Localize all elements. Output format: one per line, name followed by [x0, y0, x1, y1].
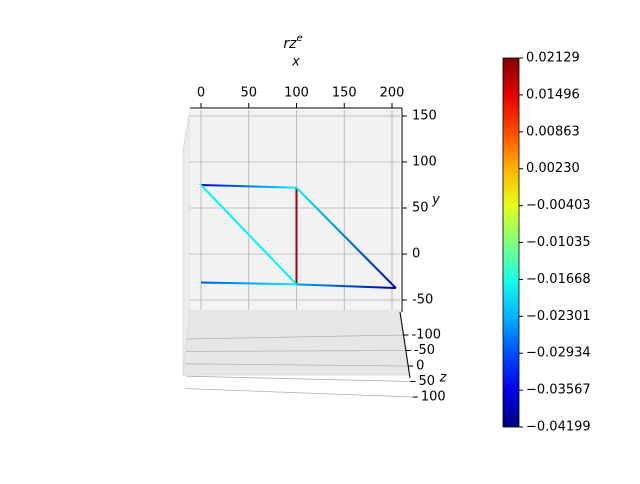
x-tick-label: 200 [380, 86, 405, 101]
y-tick-label: 100 [412, 155, 437, 170]
colorbar-tick-label: −0.01668 [526, 272, 591, 287]
colorbar-tick-label: 0.00863 [526, 124, 580, 139]
x-tick-label: 0 [197, 86, 205, 101]
colorbar [503, 58, 519, 427]
z-label: z [439, 371, 448, 386]
y-tick-label: 150 [412, 109, 437, 124]
x-tick-label: 50 [240, 86, 257, 101]
z-tick-label: 50 [419, 374, 436, 389]
colorbar-tick-label: −0.02301 [526, 309, 591, 324]
grid-line [186, 389, 413, 397]
y-tick-label: -50 [412, 293, 433, 308]
colorbar-tick-label: −0.01035 [526, 235, 591, 250]
title-base: rz [283, 36, 297, 52]
colorbar-tick-label: −0.02934 [526, 346, 591, 361]
z-tick-label: 100 [421, 390, 446, 405]
chart-title: rze [283, 33, 302, 52]
y-tick-label: 50 [412, 201, 429, 216]
x-label: x [291, 55, 300, 70]
grid-line [186, 376, 411, 381]
colorbar-tick-label: −0.00403 [526, 198, 591, 213]
x-tick-label: 100 [284, 86, 309, 101]
z-tick-label: 0 [416, 359, 424, 374]
x-tick-label: 150 [332, 86, 357, 101]
colorbar-tick-label: −0.04199 [526, 420, 591, 435]
y-tick-label: 0 [412, 247, 420, 262]
colorbar-tick-label: −0.03567 [526, 383, 591, 398]
colorbar-tick-label: 0.02129 [526, 51, 580, 66]
back-pane [190, 110, 400, 310]
colorbar-tick-label: 0.01496 [526, 87, 580, 102]
colorbar-tick-label: 0.00230 [526, 161, 580, 176]
title-sup: e [296, 33, 302, 44]
z-tick-label: -100 [411, 328, 441, 343]
z-tick-label: -50 [414, 343, 435, 358]
y-label: y [431, 193, 440, 208]
